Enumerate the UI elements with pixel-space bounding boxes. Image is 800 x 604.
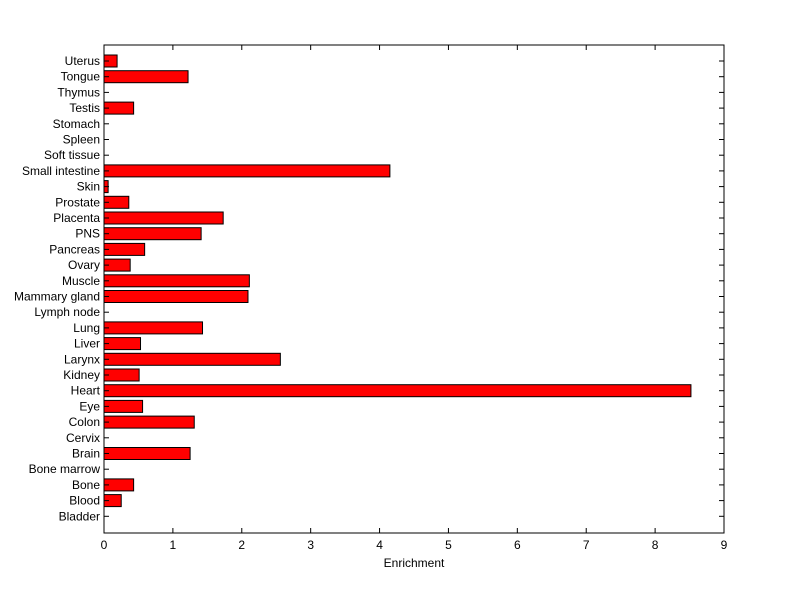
category-label: Colon — [69, 415, 100, 429]
category-label: Kidney — [63, 368, 100, 382]
x-tick-labels: 0 1 2 3 4 5 6 7 8 9 — [101, 538, 728, 552]
x-axis-label: Enrichment — [384, 556, 445, 570]
category-label: Pancreas — [49, 242, 100, 256]
bar-eye — [103, 399, 144, 413]
bar-small-intestine — [103, 164, 391, 178]
x-tick-label: 9 — [721, 538, 728, 552]
x-tick-label: 2 — [238, 538, 245, 552]
category-label: Ovary — [68, 258, 100, 272]
category-label: Uterus — [65, 54, 100, 68]
category-label: Brain — [72, 447, 100, 461]
bar-pns — [103, 227, 202, 241]
category-label: Stomach — [53, 117, 100, 131]
category-label: Placenta — [53, 211, 100, 225]
x-tick-label: 7 — [583, 538, 590, 552]
bar-brain — [103, 447, 191, 460]
bar-kidney — [103, 368, 140, 382]
category-label: Eye — [79, 399, 100, 413]
x-tick-label: 4 — [376, 538, 383, 552]
bar-colon — [103, 415, 195, 429]
bar-muscle — [103, 274, 250, 288]
bar-mammary-gland — [103, 290, 249, 303]
x-tick-label: 1 — [170, 538, 177, 552]
x-tick-label: 8 — [652, 538, 659, 552]
plot-background — [104, 45, 724, 533]
category-label: Larynx — [64, 352, 100, 366]
bar-liver — [103, 337, 142, 351]
bar-lung — [103, 321, 204, 335]
category-label: Heart — [71, 384, 101, 398]
category-label: Soft tissue — [44, 148, 100, 162]
category-label: Skin — [77, 180, 100, 194]
category-label: Spleen — [63, 133, 100, 147]
category-label: Lymph node — [34, 305, 100, 319]
bar-pancreas — [103, 242, 146, 256]
bar-larynx — [103, 352, 281, 366]
category-label: Thymus — [57, 85, 100, 99]
category-label: Liver — [74, 337, 100, 351]
category-label: Bone — [72, 478, 100, 492]
x-tick-label: 3 — [307, 538, 314, 552]
plot-frame — [103, 44, 725, 534]
category-label: Lung — [73, 321, 100, 335]
category-label: Small intestine — [22, 164, 100, 178]
category-label: Tongue — [61, 70, 101, 84]
x-tick-label: 0 — [101, 538, 108, 552]
category-label: Muscle — [62, 274, 100, 288]
bar-placenta — [103, 211, 224, 225]
category-label: Bone marrow — [29, 462, 101, 476]
category-label: Bladder — [59, 509, 100, 523]
category-label: Prostate — [55, 195, 100, 209]
category-label: PNS — [75, 227, 100, 241]
category-label: Cervix — [66, 431, 100, 445]
category-label: Mammary gland — [14, 290, 100, 304]
bars-group — [103, 54, 692, 508]
bar-tongue — [103, 70, 189, 84]
x-tick-label: 5 — [445, 538, 452, 552]
x-tick-label: 6 — [514, 538, 521, 552]
bar-heart — [103, 384, 692, 398]
category-label: Testis — [69, 101, 100, 115]
category-label: Blood — [69, 494, 100, 508]
